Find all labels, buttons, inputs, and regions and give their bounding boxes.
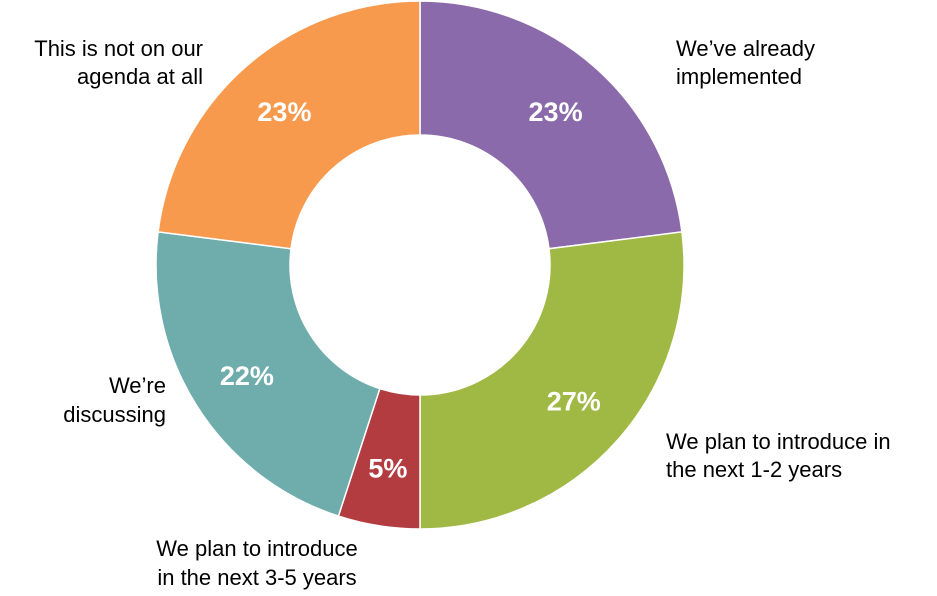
- slice-value-label: 23%: [257, 97, 311, 127]
- donut-slices: [155, 0, 685, 530]
- slice-category-label: We plan to introduce in the next 3-5 year…: [156, 536, 357, 590]
- category-label-line: discussing: [63, 402, 166, 427]
- slice-category-label: We’re discussing: [63, 373, 166, 427]
- slice-value-label: 22%: [220, 361, 274, 391]
- category-label-line: We’ve already: [676, 36, 815, 61]
- donut-slice: [419, 231, 685, 530]
- donut-slice: [155, 231, 381, 518]
- category-label-line: agenda at all: [77, 64, 203, 89]
- category-label-line: We’re: [109, 373, 166, 398]
- donut-slice: [419, 0, 683, 250]
- category-label-line: in the next 3-5 years: [157, 565, 356, 590]
- slice-value-label: 27%: [547, 387, 601, 417]
- slice-category-label: We’ve already implemented: [676, 36, 815, 89]
- category-label-line: implemented: [676, 64, 802, 89]
- category-labels: We’ve already implemented We plan to intro…: [34, 36, 890, 590]
- category-label-line: We plan to introduce in: [666, 429, 891, 454]
- category-label-line: We plan to introduce: [156, 536, 357, 561]
- value-labels: 23% 27% 5% 22% 23%: [220, 97, 601, 483]
- slice-value-label: 23%: [529, 97, 583, 127]
- slice-value-label: 5%: [368, 453, 407, 483]
- slice-category-label: We plan to introduce in the next 1-2 year…: [666, 429, 891, 482]
- category-label-line: This is not on our: [34, 36, 203, 61]
- category-label-line: the next 1-2 years: [666, 457, 842, 482]
- donut-slice: [157, 0, 421, 250]
- slice-category-label: This is not on our agenda at all: [34, 36, 203, 89]
